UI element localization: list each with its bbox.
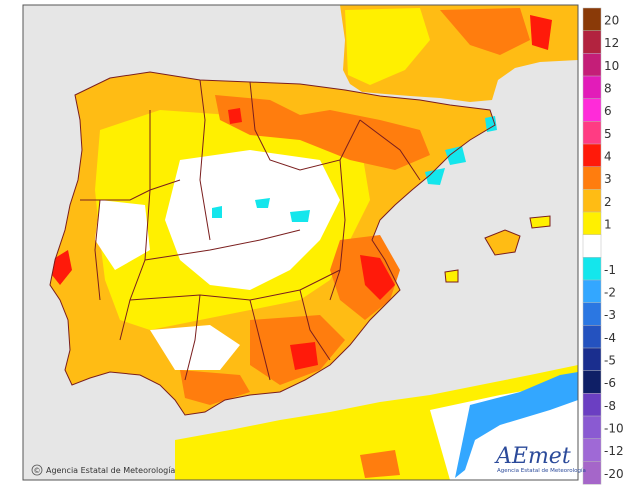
galicia-hot-spot	[52, 250, 72, 285]
copyright-symbol: ©	[34, 467, 41, 475]
murcia-hot-spot	[290, 342, 318, 370]
legend-swatch	[582, 279, 602, 304]
legend-label: -6	[604, 376, 616, 390]
france-yellow-patch	[345, 8, 430, 85]
northeast-cool-patch	[485, 116, 497, 132]
legend-label: -5	[604, 353, 616, 367]
legend-label: 12	[604, 36, 619, 50]
central-cool-patch-3	[255, 198, 270, 208]
central-cool-patch-1	[212, 206, 222, 218]
credit-line: © Agencia Estatal de Meteorología	[31, 464, 175, 476]
legend-label: 6	[604, 104, 612, 118]
credit-text: Agencia Estatal de Meteorología	[46, 466, 175, 475]
legend-swatch	[582, 370, 602, 394]
legend-swatch	[582, 302, 602, 326]
rioja-hot-spot	[228, 108, 242, 124]
legend-label: 10	[604, 59, 619, 73]
south-neutral-area	[150, 325, 240, 370]
legend-label: 8	[604, 81, 612, 95]
legend-label: 20	[604, 13, 619, 27]
southwest-warm-area	[180, 370, 250, 405]
legend-swatch	[582, 347, 602, 372]
central-neutral-area	[165, 150, 340, 290]
legend-label: -8	[604, 399, 616, 413]
coast-cool-patch	[425, 168, 445, 185]
north-warm-area	[215, 95, 430, 170]
legend-swatch	[582, 189, 602, 213]
legend-swatch	[582, 30, 602, 54]
legend-label: -1	[604, 263, 616, 277]
legend-swatch	[582, 98, 602, 122]
regional-borders	[49, 71, 551, 416]
legend-label: 3	[604, 172, 612, 186]
legend-swatch	[582, 438, 602, 462]
legend-label: -4	[604, 331, 616, 345]
legend-swatch	[582, 53, 602, 77]
legend-label: 4	[604, 149, 612, 163]
legend-label: 2	[604, 195, 612, 209]
map-frame	[22, 4, 579, 481]
legend-swatch	[582, 415, 602, 440]
legend-label: -3	[604, 308, 616, 322]
legend-swatch	[582, 393, 602, 417]
legend-label: -10	[604, 421, 624, 435]
legend-swatch	[582, 461, 602, 485]
north-africa-cool-area	[455, 372, 578, 478]
logo-text: AEmet	[494, 444, 571, 469]
france-warm-patch	[440, 8, 530, 55]
central-cool-patch-2	[290, 210, 310, 222]
copyright-icon	[31, 464, 43, 476]
legend-label: -20	[604, 467, 624, 481]
mallorca	[485, 230, 520, 255]
legend-label: 1	[604, 217, 612, 231]
ibiza	[445, 270, 458, 282]
legend-swatch	[582, 166, 602, 190]
legend-swatch	[582, 7, 602, 32]
legend-swatch	[582, 75, 602, 100]
legend-swatch	[582, 234, 602, 258]
legend-swatch	[582, 257, 602, 281]
france-hot-spot	[530, 15, 552, 50]
legend-swatch	[582, 121, 602, 145]
logo-background	[492, 438, 576, 476]
legend-swatch	[582, 325, 602, 349]
menorca	[530, 216, 550, 228]
catalonia-cool-patch	[445, 146, 466, 165]
legend-label: -2	[604, 285, 616, 299]
aemet-logo: AEmet Agencia Estatal de Meteorología	[492, 438, 586, 476]
logo-subtitle: Agencia Estatal de Meteorología	[497, 467, 586, 474]
north-africa-warm-patch	[360, 450, 400, 478]
legend-swatch	[582, 211, 602, 236]
legend-label: 5	[604, 127, 612, 141]
west-neutral-area	[95, 200, 150, 270]
legend-label: -12	[604, 444, 624, 458]
valencia-hot-spot	[360, 255, 395, 300]
color-scale-legend: 20 12 10 8 6 5 4 3 2 1 -1 -2 -3 -4 -5 -6 -8 -10 -12 -20	[582, 7, 624, 485]
legend-swatch	[582, 143, 602, 168]
